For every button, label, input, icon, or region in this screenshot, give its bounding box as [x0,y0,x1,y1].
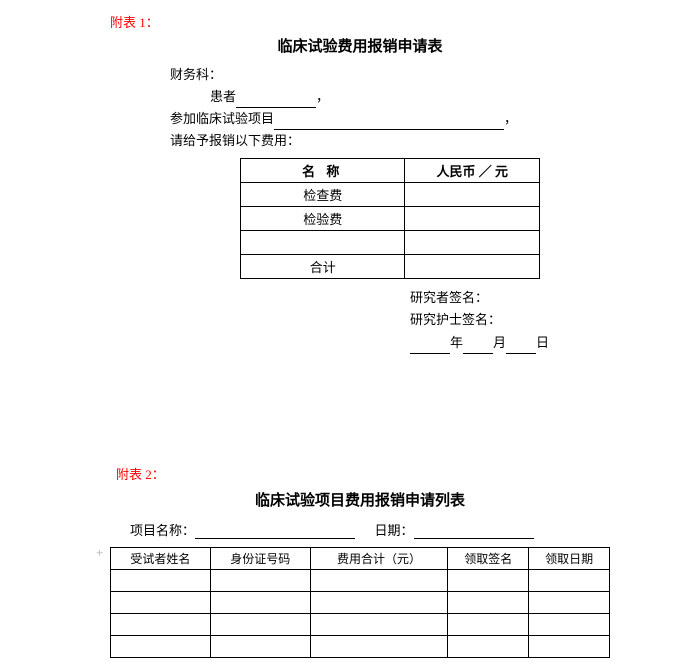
col-header: 领取日期 [529,547,610,569]
form2-title: 临床试验项目费用报销申请列表 [110,489,610,510]
cell [529,569,610,591]
signature-block: 研究者签名： 研究护士签名： 年 月 日 [410,287,610,353]
cell [405,231,540,255]
anchor-icon: + [96,545,103,561]
cell [210,613,310,635]
table-row [111,613,610,635]
year-label: 年 [450,335,463,350]
project-blank [274,129,504,130]
cell [448,569,529,591]
cell: 检验费 [241,207,405,231]
col-header: 领取签名 [448,547,529,569]
project-name-label: 项目名称： [130,523,195,538]
patient-prefix: 患者 [210,89,236,104]
col-header: 受试者姓名 [111,547,211,569]
month-blank [463,353,493,354]
cell [310,635,448,657]
date-blank [414,538,534,539]
day-label: 日 [536,335,549,350]
cell [448,591,529,613]
project-name-blank [195,538,355,539]
cell: 检查费 [241,183,405,207]
researcher-sig: 研究者签名： [410,287,610,309]
table-row: 受试者姓名 身份证号码 费用合计（元） 领取签名 领取日期 [111,547,610,569]
project-suffix: ， [504,111,517,126]
month-label: 月 [493,335,506,350]
cell [241,231,405,255]
date-line: 年月日 [410,332,610,354]
project-prefix: 参加临床试验项目 [170,111,274,126]
cell [405,207,540,231]
cell [310,591,448,613]
patient-suffix: ， [316,89,329,104]
year-blank [410,353,450,354]
attachment-1-label: 附表 1： [110,12,610,31]
cell [529,613,610,635]
table-row [111,591,610,613]
dept-line: 财务科： [170,64,610,86]
request-line: 请给予报销以下费用： [170,130,610,152]
fee-table: 名 称 人民币 ／ 元 检查费 检验费 合计 [240,158,540,279]
form1-title: 临床试验费用报销申请表 [110,35,610,56]
attachment-2-label: 附表 2： [116,464,610,483]
col-header: 费用合计（元） [310,547,448,569]
table-row: 名 称 人民币 ／ 元 [241,159,540,183]
cell [405,183,540,207]
table-row [111,569,610,591]
form1-header-lines: 财务科： 患者 ， 参加临床试验项目 ， 请给予报销以下费用： [170,64,610,152]
cell [111,613,211,635]
cell [111,591,211,613]
cell [529,635,610,657]
date-label: 日期： [375,523,414,538]
form2-meta: 项目名称： 日期： [130,520,610,539]
nurse-sig: 研究护士签名： [410,309,610,331]
cell: 合计 [241,255,405,279]
day-blank [506,353,536,354]
cell [310,569,448,591]
col-name-header: 名 称 [241,159,405,183]
cell [529,591,610,613]
table-row: 合计 [241,255,540,279]
col-amount-header: 人民币 ／ 元 [405,159,540,183]
cell [310,613,448,635]
cell [210,591,310,613]
col-header: 身份证号码 [210,547,310,569]
cell [111,569,211,591]
cell [448,635,529,657]
table-row [241,231,540,255]
patient-line: 患者 ， [170,86,610,108]
cell [448,613,529,635]
table-row [111,635,610,657]
cell [111,635,211,657]
table-row: 检验费 [241,207,540,231]
table-row: 检查费 [241,183,540,207]
cell [405,255,540,279]
list-table: 受试者姓名 身份证号码 费用合计（元） 领取签名 领取日期 [110,547,610,658]
cell [210,569,310,591]
cell [210,635,310,657]
project-line: 参加临床试验项目 ， [170,108,610,130]
